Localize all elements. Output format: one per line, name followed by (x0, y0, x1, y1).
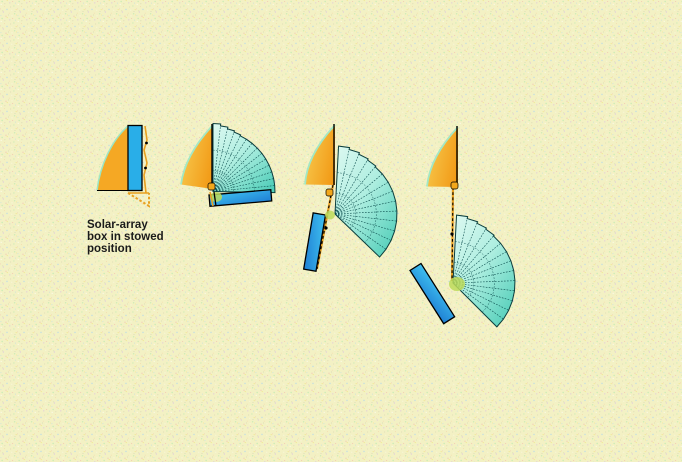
svg-text:position: position (87, 243, 132, 255)
svg-text:box in stowed: box in stowed (87, 231, 164, 243)
svg-text:Solar-array: Solar-array (87, 219, 148, 231)
